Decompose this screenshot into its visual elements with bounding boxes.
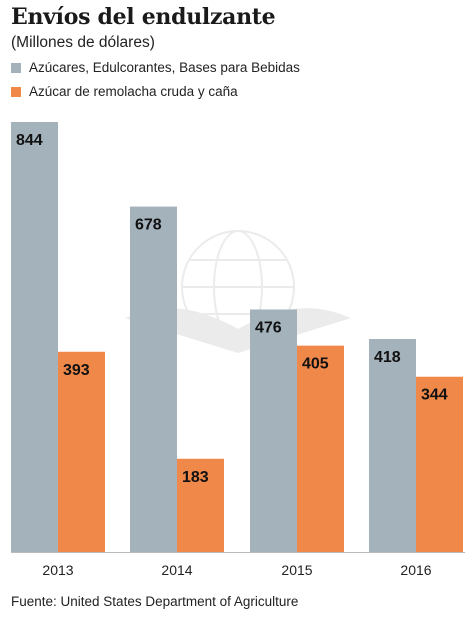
data-labels-layer: 844 393 678 183 476 405 418 344 <box>16 132 448 486</box>
data-label-2014-series-2: 183 <box>182 469 209 486</box>
x-tick-label-2016: 2016 <box>400 562 431 578</box>
legend-item-series-2: Azúcar de remolacha cruda y caña <box>11 84 238 99</box>
chart-subtitle: (Millones de dólares) <box>11 34 155 51</box>
source-note: Fuente: United States Department of Agri… <box>11 594 299 609</box>
data-label-2014-series-1: 678 <box>135 217 162 234</box>
data-label-2016-series-2: 344 <box>421 387 448 404</box>
x-axis-tick-labels: 2013 2014 2015 2016 <box>42 562 431 578</box>
bar-2014-series-1 <box>130 206 177 552</box>
legend-item-series-1: Azúcares, Edulcorantes, Bases para Bebid… <box>11 60 300 75</box>
data-label-2013-series-2: 393 <box>63 362 90 379</box>
legend-label-series-2: Azúcar de remolacha cruda y caña <box>29 84 238 99</box>
data-label-2015-series-1: 476 <box>255 319 282 336</box>
bar-2015-series-1 <box>250 309 297 552</box>
bar-2016-series-1 <box>369 339 416 552</box>
x-tick-label-2013: 2013 <box>42 562 73 578</box>
data-label-2016-series-1: 418 <box>374 349 401 366</box>
bars-layer <box>11 122 463 552</box>
chart-title: Envíos del endulzante <box>11 4 276 30</box>
bar-2016-series-2 <box>416 376 463 552</box>
data-label-2015-series-2: 405 <box>302 356 329 373</box>
bar-2013-series-1 <box>11 122 58 552</box>
legend-swatch-series-2 <box>11 86 21 97</box>
legend-swatch-series-1 <box>11 62 21 73</box>
data-label-2013-series-1: 844 <box>16 132 43 149</box>
bar-2015-series-2 <box>297 345 344 552</box>
bar-2013-series-2 <box>58 351 105 552</box>
legend-label-series-1: Azúcares, Edulcorantes, Bases para Bebid… <box>29 60 300 75</box>
x-tick-label-2015: 2015 <box>281 562 312 578</box>
x-tick-label-2014: 2014 <box>161 562 192 578</box>
bar-2014-series-2 <box>177 458 224 552</box>
